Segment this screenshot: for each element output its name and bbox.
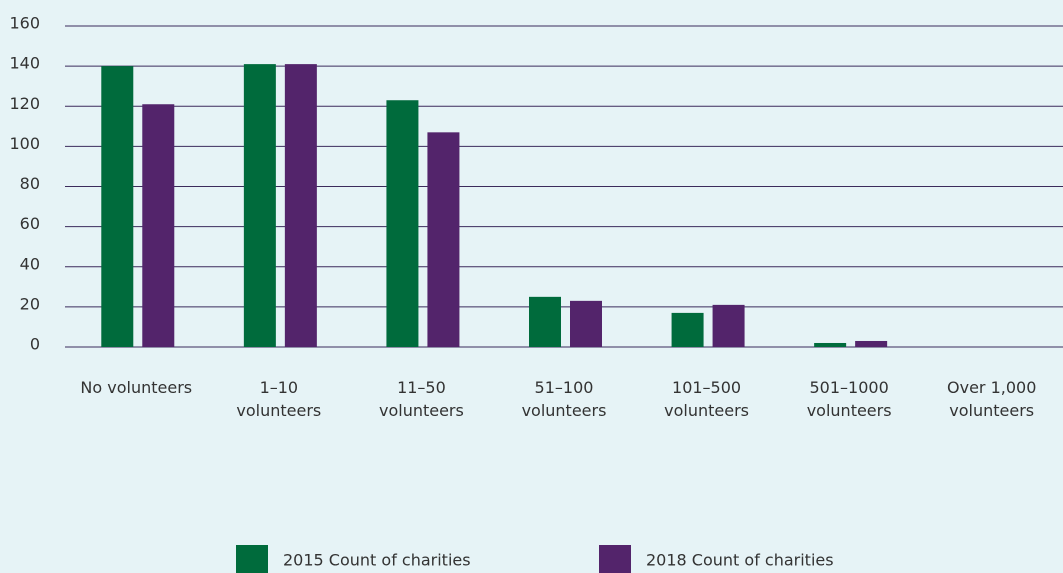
legend-label: 2015 Count of charities <box>283 551 471 570</box>
bar <box>814 342 847 347</box>
y-tick-label: 100 <box>9 134 40 153</box>
x-tick-label: 501–1000 volunteers <box>806 378 892 420</box>
bar <box>101 66 134 347</box>
y-tick-label: 140 <box>9 54 40 73</box>
bar <box>570 300 602 347</box>
y-tick-label: 0 <box>30 335 40 354</box>
bar <box>284 64 317 348</box>
x-tick-label: 101–500 volunteers <box>664 378 749 420</box>
x-tick-label: 11–50 volunteers <box>378 378 464 420</box>
y-tick-label: 40 <box>20 254 40 273</box>
y-tick-label: 80 <box>20 174 40 193</box>
legend-swatch <box>236 545 268 573</box>
y-tick-label: 20 <box>20 294 40 313</box>
legend-label: 2018 Count of charities <box>646 551 834 570</box>
bar <box>142 104 175 348</box>
bar <box>427 132 460 347</box>
y-tick-label: 60 <box>20 214 40 233</box>
x-tick-label: No volunteers <box>80 378 193 397</box>
y-tick-label: 160 <box>9 14 40 33</box>
bar <box>243 64 276 348</box>
x-tick-label: 51–100 volunteers <box>521 378 607 420</box>
bar <box>529 296 561 347</box>
bar <box>671 312 704 347</box>
bar <box>712 304 745 347</box>
x-tick-label: 1–10 volunteers <box>236 378 322 420</box>
bar <box>855 340 888 347</box>
legend-swatch <box>599 545 631 573</box>
y-tick-label: 120 <box>9 94 40 113</box>
x-tick-label: Over 1,000 volunteers <box>947 378 1037 420</box>
bar <box>386 100 419 347</box>
